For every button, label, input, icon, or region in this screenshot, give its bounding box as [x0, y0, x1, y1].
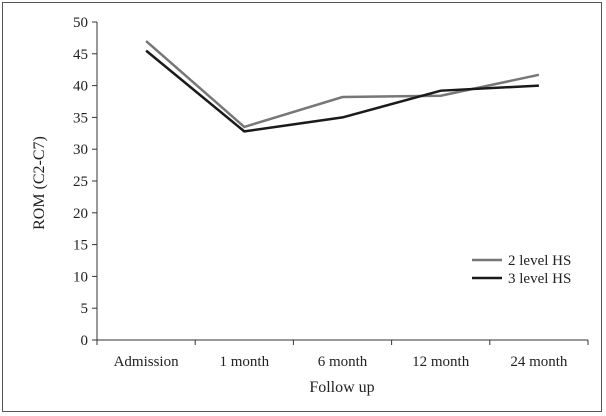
y-tick-label: 30	[73, 142, 88, 158]
y-tick-label: 0	[81, 333, 89, 349]
y-tick-label: 20	[73, 206, 88, 222]
y-tick-label: 15	[73, 238, 88, 254]
series-line-3-level-hs	[145, 49, 539, 133]
x-tick-label: 1 month	[220, 354, 270, 370]
x-tick-label: Admission	[114, 354, 180, 370]
y-tick-label: 5	[81, 301, 89, 317]
x-tick-label: 12 month	[412, 354, 470, 370]
y-tick-label: 25	[73, 174, 88, 190]
x-tick-label: 24 month	[510, 354, 568, 370]
chart-frame	[2, 2, 602, 412]
chart-ticks: 0 5 10 15 20 25 30 35 40 45 50 Admission 1 month 6 mo…	[73, 15, 589, 370]
y-tick-label: 45	[73, 47, 88, 63]
x-tick-label: 6 month	[318, 354, 368, 370]
y-tick-label: 35	[73, 110, 88, 126]
y-tick-label: 10	[73, 269, 88, 285]
series-line-2-level-hs	[145, 40, 540, 129]
chart-legend: 2 level HS 3 level HS	[472, 253, 571, 287]
chart-series	[145, 40, 540, 133]
y-tick-label: 40	[73, 79, 88, 95]
y-tick-label: 50	[73, 15, 88, 31]
legend-label-3-level-hs: 3 level HS	[508, 271, 571, 287]
x-axis-title: Follow up	[309, 379, 374, 396]
legend-label-2-level-hs: 2 level HS	[508, 253, 571, 269]
y-axis-title: ROM (C2-C7)	[31, 136, 48, 230]
